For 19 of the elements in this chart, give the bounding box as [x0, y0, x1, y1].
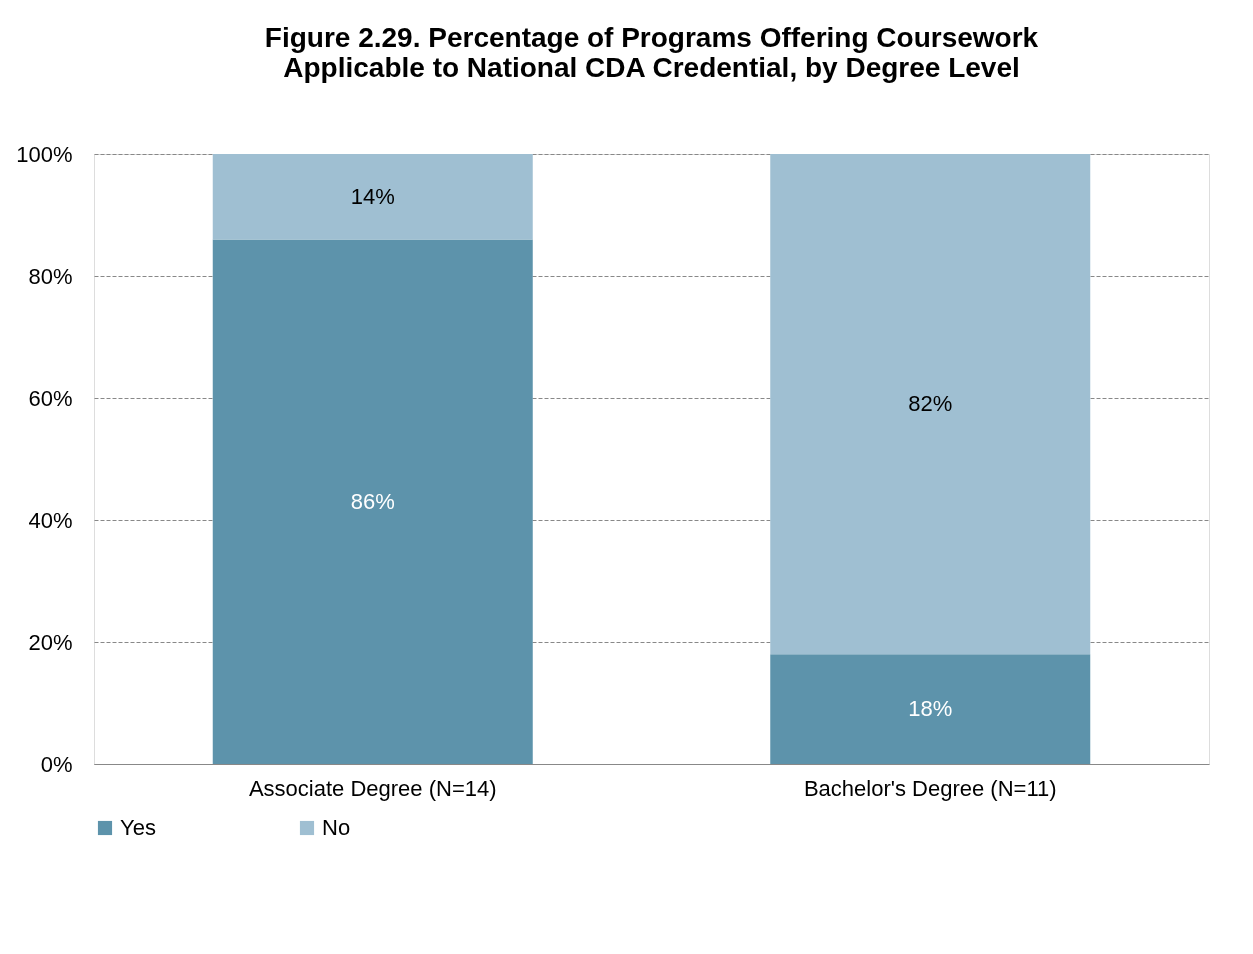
y-tick-label: 80% [28, 263, 73, 289]
bar [770, 154, 1091, 655]
chart-title: Figure 2.29. Percentage of Programs Offering Coursework Applicable to National CDA Credential, by Degree Level [264, 22, 1039, 83]
data-label: 82% [908, 391, 953, 417]
legend-label: No [322, 815, 351, 840]
bar [770, 654, 1091, 764]
y-tick-label: 60% [28, 385, 73, 411]
legend-label: Yes [120, 815, 156, 840]
y-tick-label: 40% [28, 507, 73, 533]
data-label: 18% [908, 696, 953, 722]
bar [212, 154, 533, 240]
bar [212, 239, 533, 764]
y-tick-label: 20% [28, 629, 73, 655]
x-tick-label: Associate Degree (N=14) [248, 775, 497, 801]
data-label: 86% [350, 488, 395, 514]
y-tick-label: 100% [16, 141, 73, 167]
x-tick-label: Bachelor's Degree (N=11) [803, 775, 1057, 801]
y-tick-label: 0% [40, 751, 73, 777]
data-label: 14% [350, 183, 395, 209]
